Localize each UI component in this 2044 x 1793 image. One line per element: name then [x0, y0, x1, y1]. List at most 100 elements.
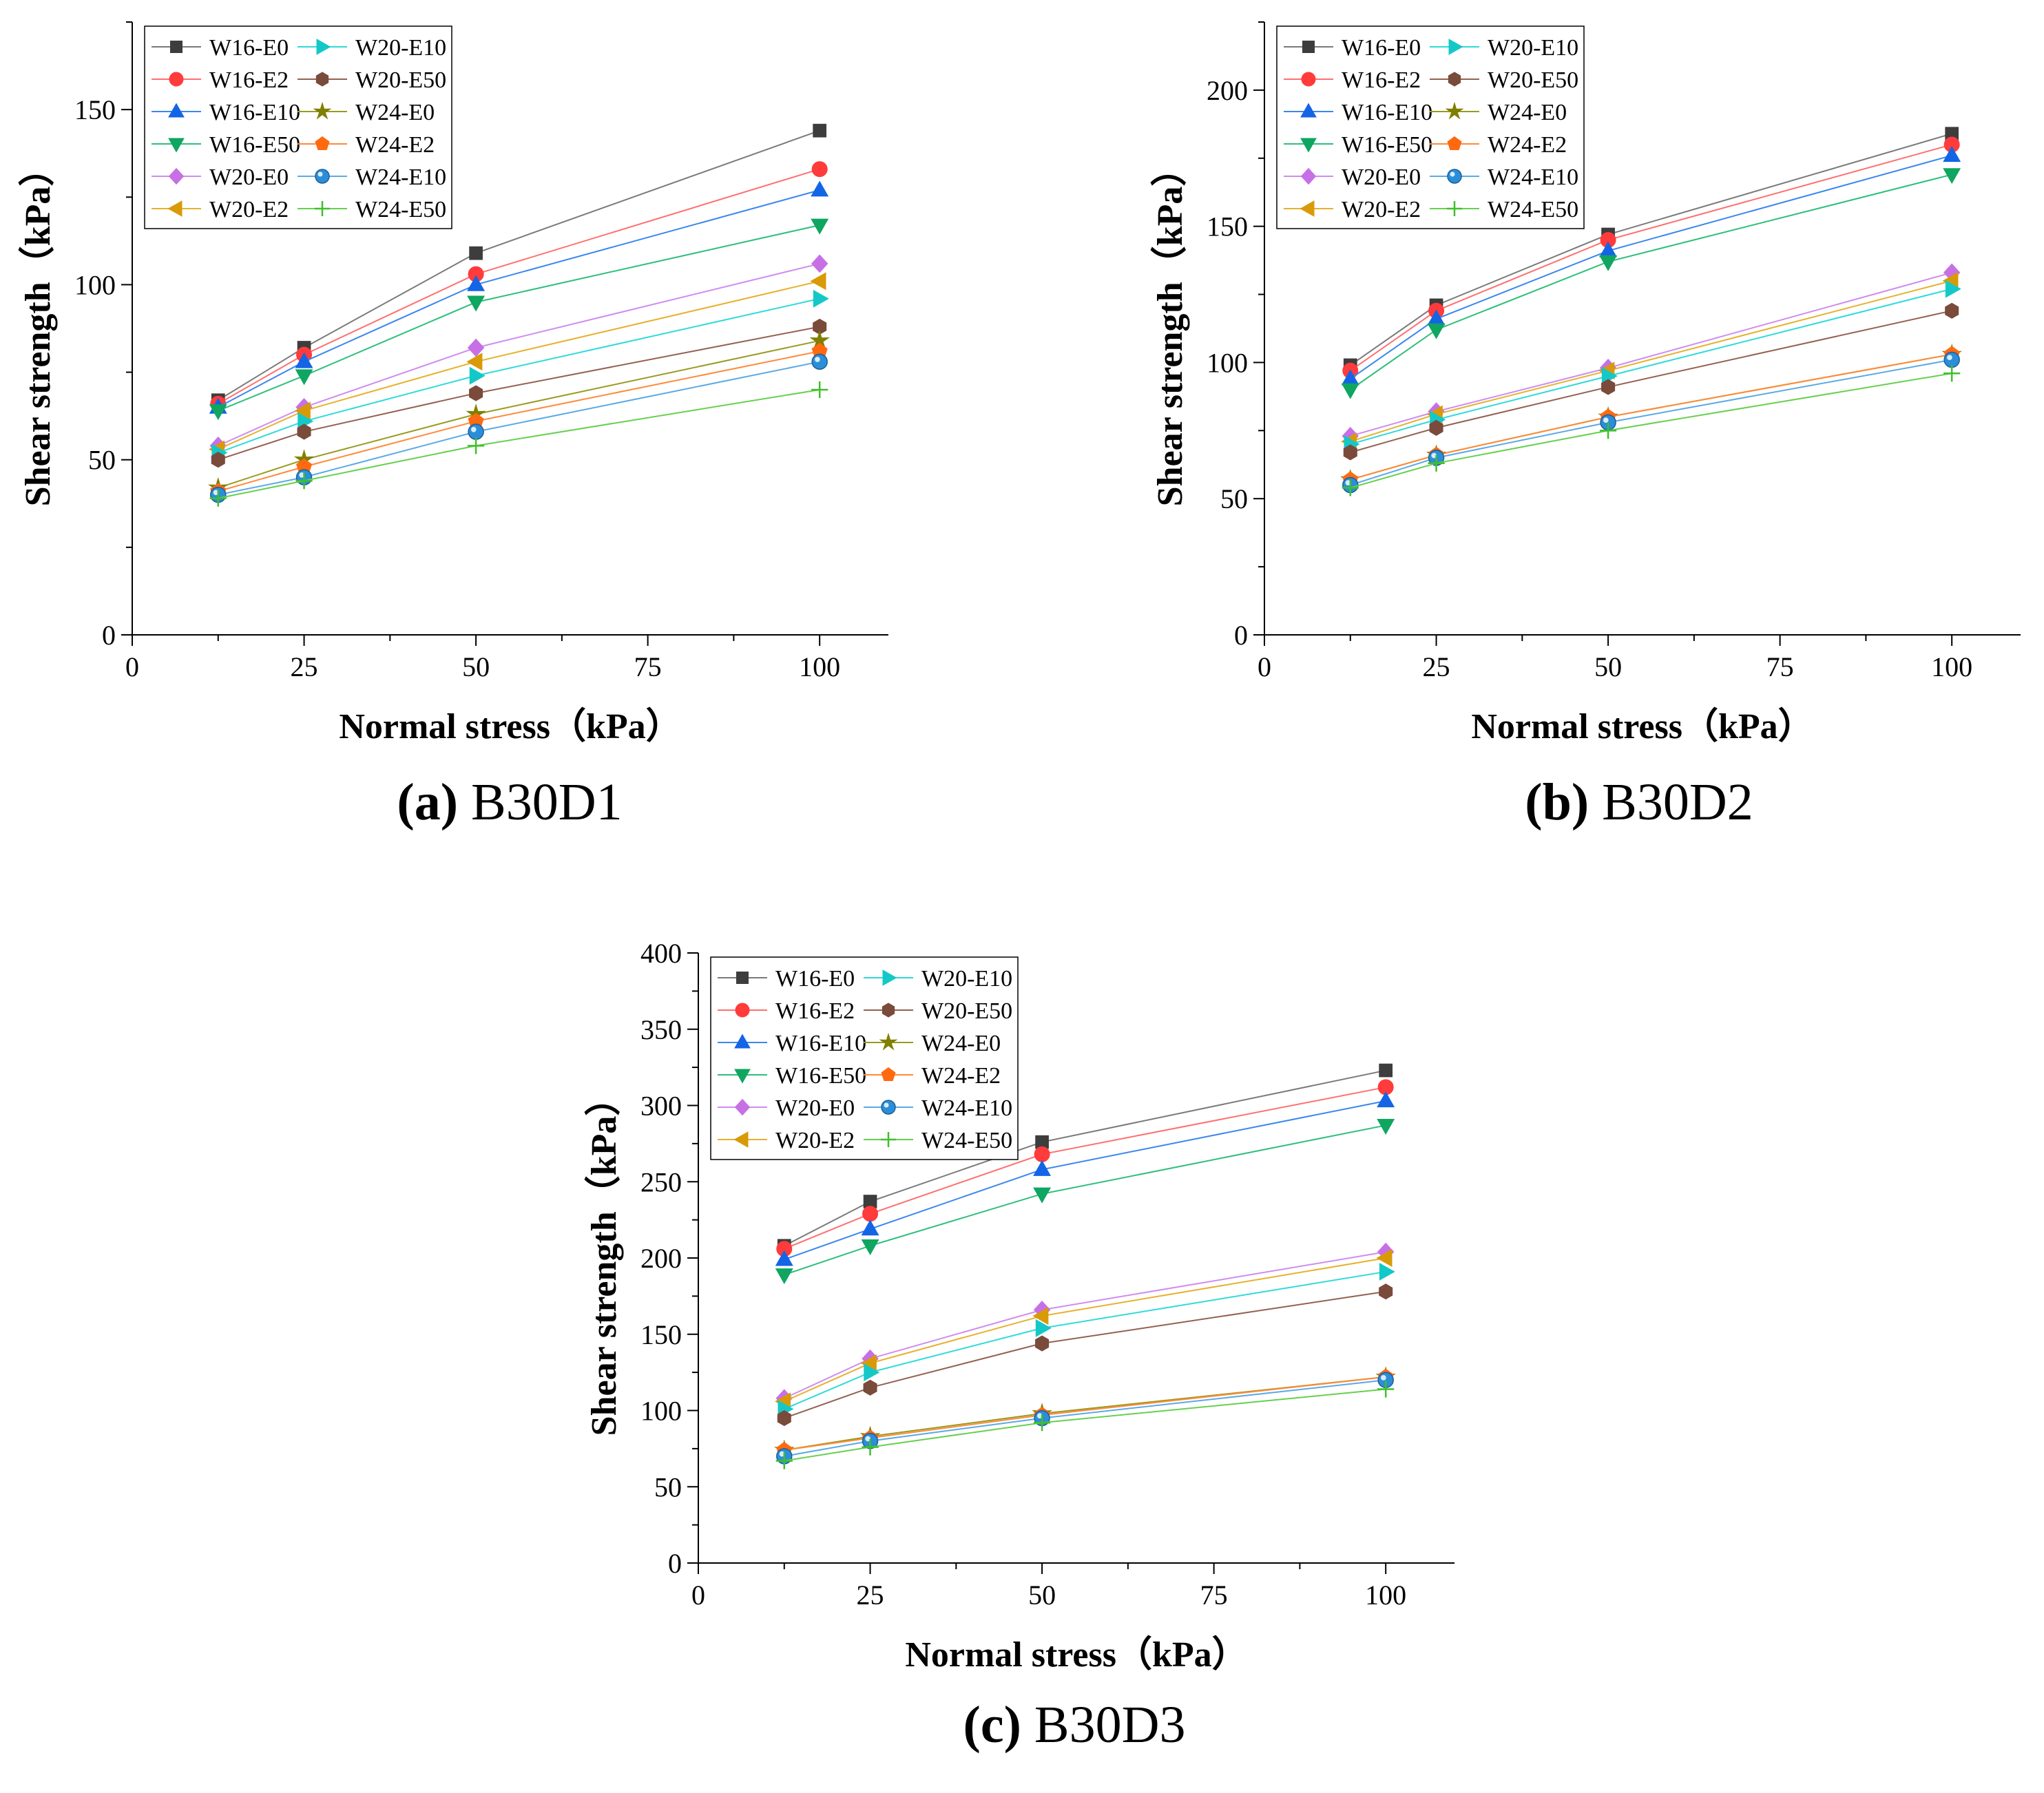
- y-tick-label: 100: [640, 1396, 682, 1427]
- legend-label: W16-E2: [209, 67, 289, 93]
- data-point: [1342, 479, 1359, 496]
- data-point: [1945, 280, 1961, 298]
- legend-label: W16-E0: [1342, 35, 1421, 61]
- x-tick-label: 25: [857, 1580, 884, 1611]
- legend-item: W16-E2: [718, 998, 855, 1024]
- square-marker: [1302, 41, 1315, 53]
- series-line: [1350, 353, 1952, 481]
- data-point: [811, 161, 828, 178]
- series-line: [218, 350, 820, 492]
- data-point: [1377, 1091, 1395, 1108]
- x-tick-label: 25: [291, 651, 318, 682]
- legend-label: W16-E10: [775, 1031, 866, 1056]
- square-marker: [170, 41, 182, 53]
- x-tick-label: 0: [125, 651, 139, 682]
- triangle-right-marker: [1448, 39, 1463, 55]
- plus-marker: [315, 201, 330, 216]
- data-point: [295, 472, 313, 490]
- series-w20-e10: [778, 1262, 1395, 1418]
- legend-item: W20-E2: [718, 1128, 855, 1153]
- hexagon-marker: [315, 72, 329, 87]
- caption-text: B30D1: [458, 773, 623, 831]
- legend: W16-E0 W16-E2 W16-E10 W16-E50 W20-E0 W20-E2 W2…: [1276, 25, 1585, 229]
- series-line: [784, 1100, 1386, 1261]
- legend-item: W24-E50: [298, 197, 446, 222]
- legend-label: W20-E50: [921, 998, 1012, 1024]
- data-point: [1599, 422, 1617, 439]
- legend-item: W24-E0: [864, 1031, 1001, 1056]
- data-point: [1943, 168, 1961, 185]
- legend-label: W16-E0: [209, 35, 289, 61]
- triangle-down-marker: [1300, 138, 1317, 153]
- legend-item: W24-E2: [298, 132, 435, 158]
- triangle-up-marker: [1300, 103, 1317, 118]
- y-tick-label: 0: [668, 1548, 682, 1579]
- legend-item: W20-E10: [1430, 35, 1578, 61]
- y-tick-label: 0: [102, 620, 116, 651]
- series-w20-e50: [777, 1283, 1393, 1427]
- y-tick-label: 200: [640, 1243, 682, 1274]
- legend-item: W24-E0: [1430, 100, 1567, 125]
- y-tick-label: 50: [88, 445, 116, 476]
- data-point: [811, 254, 828, 273]
- x-axis-label: Normal stress（kPa）: [905, 1635, 1247, 1675]
- x-tick-label: 100: [1931, 651, 1972, 682]
- series-line: [218, 189, 820, 408]
- series-w20-e50: [211, 318, 827, 468]
- legend-item: W20-E2: [152, 197, 289, 222]
- data-point: [1945, 302, 1959, 319]
- legend-label: W16-E50: [209, 132, 300, 158]
- legend-item: W24-E2: [1430, 132, 1567, 158]
- legend-label: W20-E0: [1342, 165, 1421, 190]
- legend-item: W20-E50: [864, 998, 1012, 1024]
- panel-caption: (c) B30D3: [963, 1696, 1186, 1754]
- data-point: [861, 1219, 879, 1236]
- series-w20-e2: [775, 1249, 1393, 1411]
- data-point: [468, 423, 484, 440]
- series-line: [784, 1124, 1386, 1276]
- legend-label: W24-E10: [1488, 165, 1578, 190]
- data-point: [209, 404, 227, 421]
- legend-item: W16-E0: [152, 35, 289, 61]
- series-line: [218, 361, 820, 496]
- data-point: [1377, 1118, 1395, 1135]
- series-line: [784, 1376, 1386, 1451]
- y-tick-label: 350: [640, 1014, 682, 1045]
- series-line: [218, 389, 820, 499]
- series-line: [784, 1379, 1386, 1457]
- y-tick-label: 150: [74, 94, 116, 125]
- legend-item: W24-E10: [298, 165, 446, 190]
- legend-label: W24-E2: [921, 1063, 1001, 1089]
- legend-label: W20-E2: [775, 1128, 855, 1153]
- series-line: [784, 1376, 1386, 1451]
- legend-label: W24-E10: [921, 1095, 1012, 1121]
- data-point: [1599, 255, 1618, 271]
- data-point: [1379, 1063, 1393, 1078]
- panel-b: 0 25 50 75 100 0 50 100 150 200 Normal stress（kPa）…: [1150, 21, 2021, 831]
- panel-caption: (b) B30D2: [1525, 773, 1753, 831]
- triangle-up-marker: [168, 103, 185, 118]
- y-tick-label: 0: [1234, 620, 1248, 651]
- series-w24-e2: [210, 342, 828, 499]
- data-point: [775, 1268, 793, 1285]
- y-tick-label: 200: [1207, 75, 1248, 106]
- data-point: [811, 218, 829, 235]
- legend-item: W16-E50: [152, 132, 300, 158]
- legend-label: W20-E10: [355, 35, 446, 61]
- legend-label: W16-E50: [775, 1063, 866, 1089]
- caption-letter: (c): [963, 1696, 1021, 1754]
- sphere-marker: [315, 169, 330, 184]
- legend-item: W16-E50: [718, 1063, 866, 1089]
- triangle-right-marker: [882, 969, 897, 986]
- y-tick-label: 250: [640, 1166, 682, 1197]
- legend-label: W20-E10: [1488, 35, 1578, 61]
- legend-label: W16-E50: [1342, 132, 1432, 158]
- legend-label: W24-E2: [1488, 132, 1567, 158]
- y-axis-label: Shear strength（kPa）: [1150, 151, 1190, 507]
- series-w24-e50: [209, 381, 828, 507]
- data-point: [1032, 1307, 1049, 1325]
- circle-marker: [169, 72, 184, 87]
- series-line: [784, 1270, 1386, 1410]
- legend-box: [1276, 25, 1585, 229]
